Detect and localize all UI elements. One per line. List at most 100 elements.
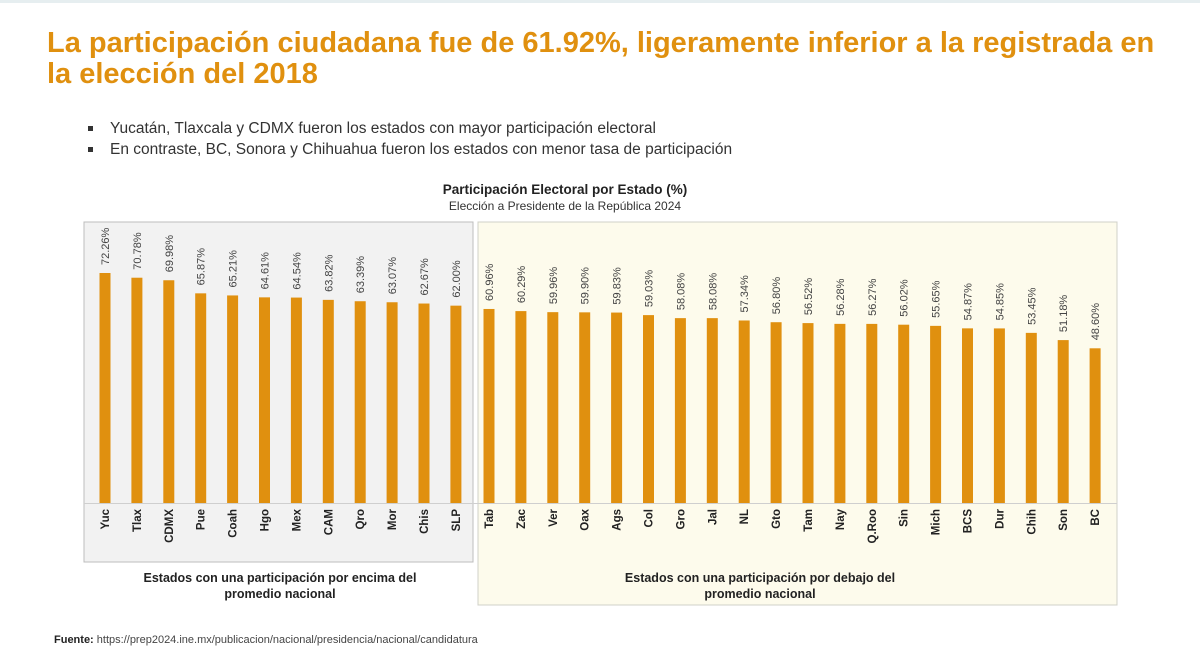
below-average-panel [477,221,1118,606]
bar-Mor [386,302,398,503]
category-label: SLP [451,509,463,532]
bar-CAM [322,299,334,503]
category-label: Ags [612,509,624,531]
category-label: Q.Roo [867,509,879,544]
data-label: 62.00% [451,260,463,298]
data-label: 58.08% [707,273,719,311]
bar-Qro [354,301,366,503]
category-label: Dur [994,508,1006,528]
bar-Yuc [99,273,111,503]
top-divider [0,0,1200,3]
data-label: 56.28% [835,278,847,316]
chart-subtitle: Elección a Presidente de la República 20… [448,199,682,213]
data-label: 65.21% [228,250,240,288]
data-label: 63.07% [387,257,399,295]
category-label: Oax [580,508,592,530]
data-label: 59.03% [644,270,656,308]
bar-Mich [930,325,942,503]
category-label: Col [644,509,656,528]
bar-SLP [450,305,462,503]
bar-Col [643,315,654,503]
data-label: 56.80% [771,277,783,315]
data-label: 48.60% [1090,303,1102,341]
data-label: 56.02% [899,279,911,317]
category-label: Coah [228,509,240,538]
bar-Tab [483,308,495,503]
data-label: 64.61% [260,252,272,290]
chart-title: Participación Electoral por Estado (%) [442,182,688,197]
source-url[interactable]: https://prep2024.ine.mx/publicacion/naci… [96,634,478,646]
category-label: Nay [835,508,847,530]
category-label: Sin [899,509,911,527]
category-label: Tam [803,509,815,532]
bar-Chih [1025,332,1037,503]
data-label: 54.87% [963,283,975,321]
data-label: 51.18% [1058,295,1070,333]
category-label: Ver [548,508,560,526]
bar-Q.Roo [866,323,878,503]
category-label: Chis [419,509,431,534]
data-label: 60.96% [484,263,496,301]
bar-Hgo [259,297,270,503]
data-label: 57.34% [739,275,751,313]
bar-Sin [898,324,910,503]
category-label: Pue [196,509,208,530]
bar-Son [1057,340,1069,503]
category-label: Mich [931,509,943,535]
category-label: Tlax [132,508,144,532]
bar-Jal [706,318,718,503]
bar-Oax [579,312,591,503]
category-label: Gto [771,509,783,529]
category-label: Jal [707,509,719,525]
data-label: 64.54% [291,252,303,290]
page-title: La participación ciudadana fue de 61.92%… [47,27,1155,90]
category-label: Zac [516,508,528,528]
bar-Zac [515,311,527,503]
bullet-item: En contraste, BC, Sonora y Chihuahua fue… [88,139,732,160]
below-average-caption: Estados con una participación por debajo… [624,571,896,601]
category-label: CDMX [164,509,176,543]
data-label: 60.29% [516,266,528,304]
above-average-caption: Estados con una participación por encima… [143,571,417,601]
bar-Tam [802,323,814,503]
data-label: 53.45% [1026,287,1038,325]
data-label: 59.90% [580,267,592,305]
category-label: BC [1090,509,1102,526]
category-label: Son [1058,509,1070,531]
category-label: Mor [387,508,399,530]
bar-Ags [611,312,623,503]
bullet-item: Yucatán, Tlaxcala y CDMX fueron los esta… [88,118,732,139]
category-label: Qro [355,509,367,529]
data-label: 55.65% [931,280,943,318]
above-average-panel [83,221,474,563]
bar-Coah [227,295,239,503]
category-label: BCS [963,509,975,534]
category-label: Chih [1026,509,1038,535]
category-label: Tab [484,509,496,529]
data-label: 58.08% [675,273,687,311]
bar-Chis [418,303,430,503]
category-label: NL [739,509,751,524]
data-label: 65.87% [196,248,208,286]
data-label: 63.82% [323,254,335,292]
source-label: Fuente: [54,634,94,646]
category-label: Gro [675,509,687,529]
bar-CDMX [163,280,175,503]
data-label: 69.98% [164,235,176,273]
bar-Pue [195,293,207,503]
bar-NL [738,320,750,503]
category-label: Mex [291,508,303,531]
bullet-list: Yucatán, Tlaxcala y CDMX fueron los esta… [88,118,732,160]
bar-Gto [770,322,782,503]
data-label: 56.27% [867,278,879,316]
bar-Ver [547,312,559,503]
bar-Mex [290,297,302,503]
data-label: 70.78% [132,232,144,270]
bar-BCS [962,328,973,503]
bar-Dur [993,328,1005,503]
data-label: 63.39% [355,256,367,294]
category-label: Yuc [100,508,112,529]
data-label: 56.52% [803,278,815,316]
data-label: 72.26% [100,227,112,265]
